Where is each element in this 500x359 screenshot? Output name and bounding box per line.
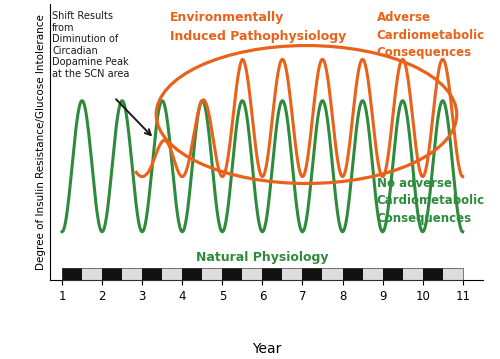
Text: Environmentally: Environmentally: [170, 11, 284, 24]
Bar: [402, 267, 422, 280]
Bar: [122, 267, 142, 280]
Text: Natural Physiology: Natural Physiology: [196, 251, 329, 264]
Text: Adverse
Cardiometabolic
Consequences: Adverse Cardiometabolic Consequences: [376, 11, 484, 59]
Bar: [142, 267, 162, 280]
Bar: [82, 267, 102, 280]
Bar: [102, 267, 122, 280]
Bar: [282, 267, 302, 280]
Bar: [242, 267, 262, 280]
Text: Shift Results
from
Diminution of
Circadian
Dopamine Peak
at the SCN area: Shift Results from Diminution of Circadi…: [52, 11, 130, 79]
Text: No adverse
Cardiometabolic
Consequences: No adverse Cardiometabolic Consequences: [376, 177, 484, 225]
Bar: [422, 267, 442, 280]
Bar: [262, 267, 282, 280]
Bar: [222, 267, 242, 280]
Text: Induced Pathophysiology: Induced Pathophysiology: [170, 30, 346, 43]
Bar: [182, 267, 203, 280]
Y-axis label: Degree of Insulin Resistance/Glucose Intolerance: Degree of Insulin Resistance/Glucose Int…: [36, 14, 46, 270]
Bar: [362, 267, 382, 280]
Bar: [302, 267, 322, 280]
Bar: [382, 267, 402, 280]
Bar: [342, 267, 362, 280]
X-axis label: Year: Year: [252, 342, 281, 356]
Bar: [62, 267, 82, 280]
Bar: [322, 267, 342, 280]
Bar: [202, 267, 222, 280]
Bar: [62, 267, 463, 280]
Bar: [442, 267, 463, 280]
Bar: [162, 267, 182, 280]
